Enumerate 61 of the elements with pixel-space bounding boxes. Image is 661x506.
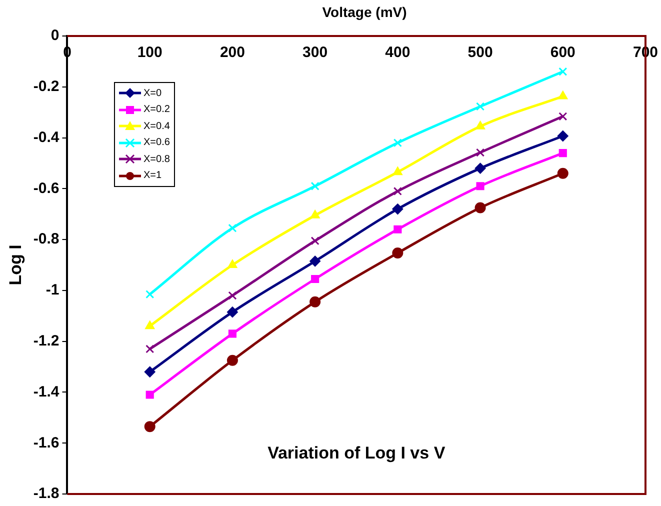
- point: [558, 149, 567, 158]
- point: [392, 204, 404, 215]
- point: [228, 224, 237, 232]
- point: [146, 344, 154, 354]
- point: [144, 366, 156, 378]
- x-tick-label: 500: [468, 44, 493, 62]
- legend-label: X=0.8: [144, 154, 170, 165]
- y-tick-label: -0.8: [33, 230, 60, 248]
- point: [144, 421, 156, 432]
- point: [394, 225, 402, 234]
- point: [393, 186, 402, 196]
- point: [228, 330, 236, 338]
- y-tick-label: -0.4: [33, 128, 60, 146]
- y-tick-label: -1.2: [33, 332, 60, 350]
- y-tick-label: -0.6: [33, 180, 60, 197]
- point: [476, 148, 485, 157]
- legend-label: X=1: [144, 170, 162, 182]
- point: [558, 67, 568, 76]
- point: [146, 390, 154, 399]
- point: [475, 120, 486, 130]
- point: [228, 260, 238, 268]
- point: [474, 162, 486, 174]
- point: [393, 138, 402, 148]
- point: [146, 290, 154, 299]
- x-tick-label: 600: [550, 44, 576, 62]
- y-tick-label: -1: [46, 282, 60, 299]
- point: [392, 166, 402, 176]
- annotation: Variation of Log I vs V: [268, 444, 446, 463]
- y-tick-label: -1.6: [33, 434, 60, 452]
- point: [557, 130, 568, 142]
- point: [392, 248, 404, 259]
- point: [476, 102, 485, 111]
- point: [558, 112, 568, 121]
- y-tick-label: -1.4: [33, 383, 60, 400]
- point: [310, 182, 320, 190]
- point: [558, 90, 568, 100]
- point: [474, 202, 486, 214]
- point: [310, 256, 321, 267]
- legend-label: X=0.2: [144, 104, 170, 116]
- point: [310, 210, 320, 218]
- legend-label: X=0: [144, 88, 162, 99]
- point: [226, 306, 238, 318]
- x-tick-label: 300: [302, 44, 328, 62]
- point: [311, 274, 320, 284]
- y-tick-label: -1.8: [33, 485, 60, 502]
- x-axis-title: Voltage (mV): [321, 4, 408, 20]
- point: [145, 320, 155, 330]
- point: [476, 182, 484, 190]
- point: [557, 168, 568, 179]
- legend-label: X=0.6: [144, 137, 170, 148]
- point: [228, 291, 237, 300]
- x-tick-label: 400: [385, 44, 410, 62]
- y-axis-title: Log I: [6, 244, 25, 286]
- legend-label: X=0.4: [144, 120, 170, 132]
- x-tick-label: 200: [220, 44, 245, 62]
- x-tick-label: 100: [137, 44, 162, 62]
- point: [226, 354, 238, 366]
- point: [310, 236, 320, 246]
- point: [310, 296, 321, 308]
- y-tick-label: -0.2: [33, 78, 60, 96]
- y-tick-label: 0: [50, 27, 60, 44]
